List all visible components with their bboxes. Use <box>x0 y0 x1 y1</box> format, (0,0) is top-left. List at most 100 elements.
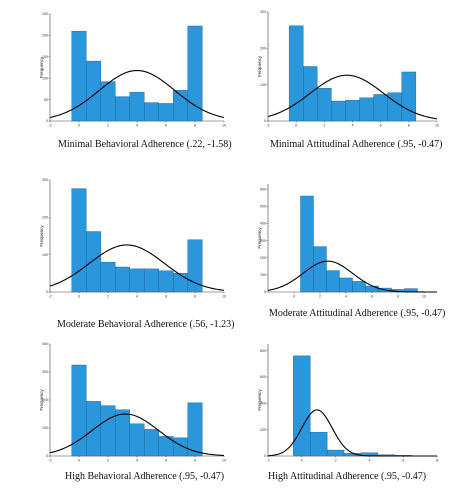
x-tick-label: 2 <box>107 124 109 128</box>
normal-curve <box>267 260 437 293</box>
x-tick-label: 8 <box>408 124 410 128</box>
histogram-bar <box>187 402 203 457</box>
x-tick-label: 2 <box>107 459 109 463</box>
x-tick-label: 6 <box>402 459 404 463</box>
histogram-bar <box>71 364 87 457</box>
x-tick-label: 4 <box>136 459 138 463</box>
histogram-bar <box>158 103 174 122</box>
histogram-panel-1: Frequency 0 50 100 150 200 250 -2 0 2 4 6 8 10 <box>39 10 230 133</box>
x-tick-label: 8 <box>194 124 196 128</box>
x-tick-label: -2 <box>48 295 51 299</box>
histogram-bar <box>331 100 346 122</box>
histogram-bar <box>100 405 116 457</box>
x-tick-label: 2 <box>319 295 321 299</box>
x-tick-label: 4 <box>136 295 138 299</box>
y-tick-label: 100 <box>260 83 266 87</box>
x-tick-label: 8 <box>194 295 196 299</box>
histogram-bar <box>86 401 101 457</box>
histogram-panel-6: Frequency 0 200 400 600 800 -2 0 2 4 6 8 <box>257 340 443 468</box>
histogram-bar <box>86 231 101 293</box>
x-tick-label: 10 <box>422 295 426 299</box>
y-tick-label: 400 <box>42 342 48 346</box>
histogram-bar <box>173 437 188 457</box>
y-tick-label: 100 <box>42 426 48 430</box>
histogram-bar <box>129 268 145 293</box>
x-tick-label: -2 <box>48 124 51 128</box>
y-tick-label: 200 <box>42 216 48 220</box>
histogram-bar <box>71 188 87 293</box>
histogram-bar <box>115 409 130 457</box>
y-tick-label: 0 <box>264 290 266 294</box>
histogram-bar <box>187 239 203 293</box>
chart-caption-1: Minimal Behavioral Adherence (.22, -1.58… <box>58 139 232 150</box>
histogram-bar <box>158 270 174 293</box>
x-tick-label: 4 <box>345 295 347 299</box>
histogram-panel-5: Frequency 0 100 200 300 400 -2 0 2 4 6 8 10 <box>39 340 230 468</box>
x-tick-label: 2 <box>323 124 325 128</box>
y-tick-label: 200 <box>42 398 48 402</box>
y-tick-label: 300 <box>42 178 48 182</box>
y-axis-label: Frequency <box>257 55 262 77</box>
histogram-bar <box>326 270 340 293</box>
x-tick-label: 0 <box>78 124 80 128</box>
histogram-bar <box>352 281 366 293</box>
histogram-bar <box>373 94 388 122</box>
normal-curve <box>49 69 225 119</box>
x-tick-label: 4 <box>352 124 354 128</box>
y-tick-label: 150 <box>42 55 48 59</box>
y-tick-label: 400 <box>260 401 266 405</box>
x-tick-label: 6 <box>165 295 167 299</box>
histogram-bar <box>313 246 327 293</box>
chart-caption-3: Moderate Behavioral Adherence (.56, -1.2… <box>57 319 235 330</box>
histogram-bar <box>129 423 145 457</box>
y-tick-label: 100 <box>42 76 48 80</box>
histogram-bar <box>326 449 345 457</box>
y-tick-label: 100 <box>42 253 48 257</box>
x-tick-label: 4 <box>368 459 370 463</box>
x-tick-label: -2 <box>266 124 269 128</box>
histogram-bar <box>144 429 159 457</box>
y-tick-label: 200 <box>260 428 266 432</box>
y-axis-label: Frequency <box>257 389 262 411</box>
x-tick-label: 8 <box>436 459 438 463</box>
histogram-bar <box>339 277 353 293</box>
y-tick-label: 600 <box>260 375 266 379</box>
y-axis-label: Frequency <box>39 225 44 247</box>
x-tick-label: 6 <box>165 459 167 463</box>
x-tick-label: 10 <box>222 459 226 463</box>
normal-curve <box>267 74 438 120</box>
histogram-bar <box>173 273 188 293</box>
histogram-bar <box>310 432 328 457</box>
y-tick-label: 500 <box>260 204 266 208</box>
y-tick-label: 0 <box>264 454 266 458</box>
histogram-bar <box>71 30 87 122</box>
x-tick-label: 0 <box>301 459 303 463</box>
y-tick-label: 300 <box>42 370 48 374</box>
x-tick-label: -2 <box>266 459 269 463</box>
histogram-bar <box>387 92 402 122</box>
histogram-bar <box>345 100 360 122</box>
y-tick-label: 200 <box>42 34 48 38</box>
y-tick-label: 100 <box>260 273 266 277</box>
y-tick-label: 0 <box>46 454 48 458</box>
y-tick-label: 600 <box>260 187 266 191</box>
y-axis-label: Frequency <box>39 389 44 411</box>
histogram-svg-4: Frequency 0 100 200 300 400 500 600 0 2 4 6 8 10 <box>257 184 437 299</box>
histogram-bar <box>359 97 374 122</box>
histogram-bar <box>115 96 130 122</box>
y-tick-label: 0 <box>264 119 266 123</box>
histogram-bar <box>129 92 145 122</box>
x-tick-label: 6 <box>380 124 382 128</box>
x-tick-label: 6 <box>165 124 167 128</box>
histogram-bar <box>401 71 417 122</box>
chart-caption-2: Minimal Attitudinal Adherence (.95, -0.4… <box>270 139 443 150</box>
x-tick-label: 0 <box>293 295 295 299</box>
x-tick-label: 0 <box>78 295 80 299</box>
y-tick-label: 400 <box>260 222 266 226</box>
histogram-bar <box>115 266 130 293</box>
x-tick-label: 8 <box>397 295 399 299</box>
x-tick-label: 2 <box>335 459 337 463</box>
x-tick-label: 8 <box>194 459 196 463</box>
histogram-bar <box>300 195 314 293</box>
